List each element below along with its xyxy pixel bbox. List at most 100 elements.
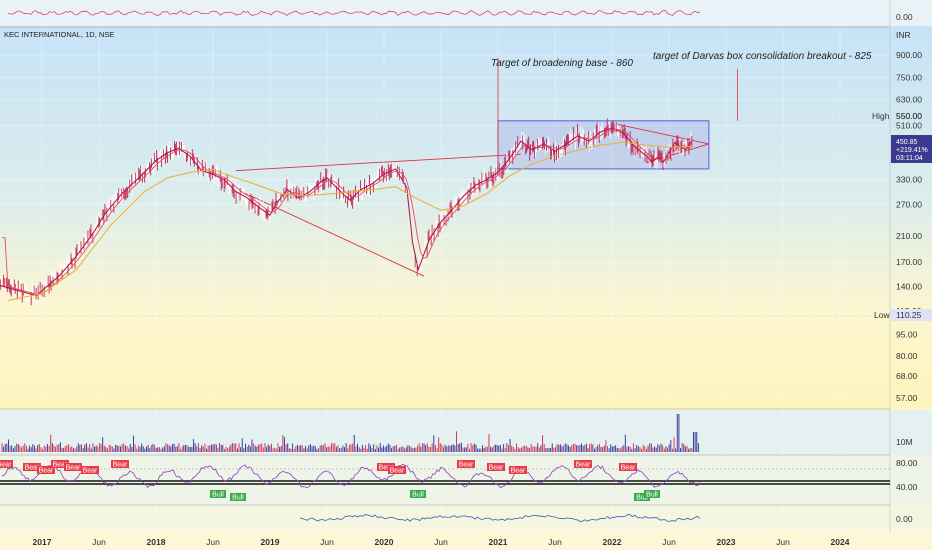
annotation-darvas-box: target of Darvas box consolidation break…: [653, 51, 872, 62]
low-label: Low: [874, 310, 890, 320]
top-indicator-bg: [0, 0, 932, 26]
price-tick-label: 80.00: [896, 351, 918, 361]
bear-signal-label: Bear: [621, 465, 636, 472]
time-tick-label: 2022: [603, 537, 622, 547]
indicator-panels: BearBearBearBearBearBearBearBearBearBear…: [0, 10, 890, 522]
bear-tag-bg: [509, 466, 527, 474]
bear-tag-bg: [111, 460, 129, 468]
price-tick-label: 750.00: [896, 73, 922, 83]
rsi-line: [1, 463, 701, 489]
bull-signal-label: Bull: [646, 492, 658, 499]
price-tick-label: 330.00: [896, 175, 922, 185]
price-tick-label: 95.00: [896, 330, 918, 340]
price-tick-label: 630.00: [896, 94, 922, 104]
bull-signal-label: Bull: [636, 495, 648, 502]
bear-tag-bg: [457, 460, 475, 468]
last-price-tag: [891, 135, 932, 163]
bear-tag-bg: [81, 466, 99, 474]
rsi-tick-label: 40.00: [896, 482, 918, 492]
high-value: 550.00: [896, 111, 922, 121]
bear-tag-bg: [487, 463, 505, 471]
bear-signal-label: Bear: [0, 462, 12, 469]
price-tick-label: 57.00: [896, 393, 918, 403]
broadening-upper-trendline: [235, 153, 521, 172]
volume-axis-label: 10M: [896, 437, 913, 447]
price-tick-label: 140.00: [896, 281, 922, 291]
time-tick-label: 2020: [375, 537, 394, 547]
bear-tag-bg: [37, 466, 55, 474]
time-tick-label: Jun: [434, 537, 448, 547]
bear-signal-label: Bear: [459, 462, 474, 469]
bear-tag-bg: [619, 463, 637, 471]
rsi-tick-label: 80.00: [896, 458, 918, 468]
time-tick-label: Jun: [206, 537, 220, 547]
price-tick-label: 510.00: [896, 121, 922, 131]
bottom-osc-bg: [0, 505, 932, 531]
time-tick-label: 2023: [717, 537, 736, 547]
low-tag-bg: [891, 309, 932, 321]
bear-tag-bg: [377, 463, 395, 471]
bear-signal-label: Bear: [511, 468, 526, 475]
low-value: 110.25: [896, 310, 922, 320]
bear-tag-bg: [388, 466, 406, 474]
countdown: 03:11:04: [896, 155, 923, 162]
time-tick-label: Jun: [662, 537, 676, 547]
bull-tag-bg: [634, 493, 650, 501]
bull-signal-label: Bull: [412, 492, 424, 499]
bear-tag-bg: [51, 460, 69, 468]
price-tick-label: 900.00: [896, 50, 922, 60]
fast-moving-average: [2, 128, 692, 295]
bull-signal-label: Bull: [212, 492, 224, 499]
time-tick-label: Jun: [776, 537, 790, 547]
time-tick-label: 2019: [261, 537, 280, 547]
slow-moving-average: [7, 141, 692, 301]
bear-tag-bg: [0, 460, 13, 468]
time-tick-label: 2024: [831, 537, 850, 547]
bear-signal-label: Bear: [489, 465, 504, 472]
bull-tag-bg: [410, 490, 426, 498]
price-panel-bg: [0, 28, 932, 408]
grid: [0, 28, 890, 531]
bear-signal-label: Bear: [379, 465, 394, 472]
bear-signal-label: Bear: [66, 465, 81, 472]
time-axis-bg: [0, 531, 932, 550]
price-tick-label: 210.00: [896, 231, 922, 241]
time-tick-label: 2017: [33, 537, 52, 547]
top-indicator-line: [7, 10, 701, 16]
time-tick-label: Jun: [320, 537, 334, 547]
bear-signal-label: Bear: [53, 462, 68, 469]
price-tick-label: 68.00: [896, 371, 918, 381]
bear-signal-label: Bear: [83, 468, 98, 475]
bottom-osc-tick: 0.00: [896, 514, 913, 524]
triangle-upper-line: [617, 123, 709, 145]
annotation-broadening-base: Target of broadening base - 860: [491, 58, 633, 69]
bear-signal-label: Bear: [576, 462, 591, 469]
bear-signal-label: Bear: [25, 465, 40, 472]
price-tick-label: 170.00: [896, 257, 922, 267]
chart-title: KEC INTERNATIONAL, 1D, NSE: [4, 30, 114, 39]
change-pct: +219.41%: [896, 147, 928, 154]
price-tick-label: 270.00: [896, 200, 922, 210]
high-label: High: [872, 111, 890, 121]
bear-signal-label: Bear: [113, 462, 128, 469]
bottom-osc-line: [299, 514, 701, 522]
last-price: 450.85: [896, 139, 918, 146]
currency-label: INR: [896, 30, 911, 40]
price-tick-label: 550.00: [896, 111, 922, 121]
bull-signal-label: Bull: [232, 495, 244, 502]
time-tick-label: Jun: [548, 537, 562, 547]
bear-tag-bg: [574, 460, 592, 468]
bull-tag-bg: [644, 490, 660, 498]
time-tick-label: 2018: [147, 537, 166, 547]
bear-signal-label: Bear: [39, 468, 54, 475]
price-line: [0, 127, 693, 297]
bear-signal-label: Bear: [390, 468, 405, 475]
bull-tag-bg: [210, 490, 226, 498]
price-series: [0, 118, 693, 306]
bear-tag-bg: [23, 463, 41, 471]
time-tick-label: 2021: [489, 537, 508, 547]
top-indicator-tick: 0.00: [896, 12, 913, 22]
bear-tag-bg: [64, 463, 82, 471]
bull-tag-bg: [230, 493, 246, 501]
